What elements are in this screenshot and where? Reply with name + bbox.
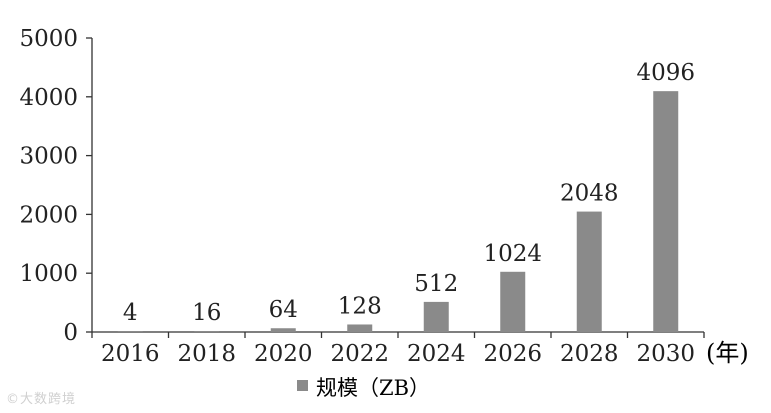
data-label: 16 xyxy=(192,300,221,326)
x-axis-ticks: 2016 2018 2020 2022 2024 2026 2028 2030 xyxy=(91,332,705,367)
y-axis-ticks: 0 1000 2000 3000 4000 5000 xyxy=(19,26,92,346)
legend-swatch xyxy=(297,380,308,391)
watermark: ©大数跨境 xyxy=(6,392,77,407)
x-tick-label: 2024 xyxy=(407,341,466,367)
data-label: 128 xyxy=(338,293,382,319)
x-axis-unit: (年) xyxy=(706,339,749,367)
x-tick-label: 2022 xyxy=(330,341,389,367)
bar xyxy=(194,331,220,332)
y-tick-label: 3000 xyxy=(19,144,78,170)
data-label: 4 xyxy=(123,300,138,326)
data-label: 1024 xyxy=(483,241,542,267)
data-label: 2048 xyxy=(560,181,619,207)
bar xyxy=(500,271,526,332)
data-labels: 4 16 64 128 512 1024 2048 4096 xyxy=(123,60,695,326)
bar xyxy=(576,211,602,332)
bar xyxy=(270,328,296,332)
bar xyxy=(423,301,449,332)
data-label: 512 xyxy=(414,271,458,297)
data-label: 64 xyxy=(269,297,298,323)
y-tick-label: 4000 xyxy=(19,85,78,111)
y-tick-label: 5000 xyxy=(19,26,78,52)
legend-label: 规模（ZB） xyxy=(316,376,430,400)
x-tick-label: 2030 xyxy=(636,341,695,367)
data-label: 4096 xyxy=(636,60,695,86)
bar xyxy=(117,331,143,332)
x-tick-label: 2026 xyxy=(483,341,542,367)
legend: 规模（ZB） xyxy=(297,376,430,400)
y-tick-label: 0 xyxy=(63,320,78,346)
x-tick-label: 2018 xyxy=(177,341,236,367)
x-tick-label: 2016 xyxy=(101,341,160,367)
x-tick-label: 2020 xyxy=(254,341,313,367)
bar xyxy=(653,91,679,332)
y-tick-label: 1000 xyxy=(19,261,78,287)
y-tick-label: 2000 xyxy=(19,202,78,228)
bar xyxy=(347,324,373,332)
bars xyxy=(117,91,679,332)
x-tick-label: 2028 xyxy=(560,341,619,367)
